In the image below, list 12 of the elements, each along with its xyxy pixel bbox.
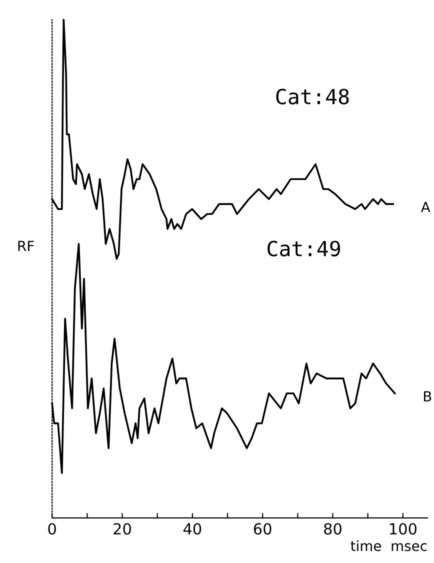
text: B [424,391,432,402]
x-tick-label: 100 [390,523,416,535]
x-tick-label: 20 [114,523,131,535]
x-tick-label: 60 [254,523,272,535]
x-tick-label: 0 [48,523,56,535]
annotation: Cat:48 [276,88,349,104]
x-axis-title: time msec [350,540,427,552]
text: A [420,202,430,212]
annotation: Cat:49 [268,240,340,256]
x-tick-label: 80 [324,523,342,535]
x-tick-label: 40 [183,523,202,535]
y-axis-title: RF [18,240,34,251]
